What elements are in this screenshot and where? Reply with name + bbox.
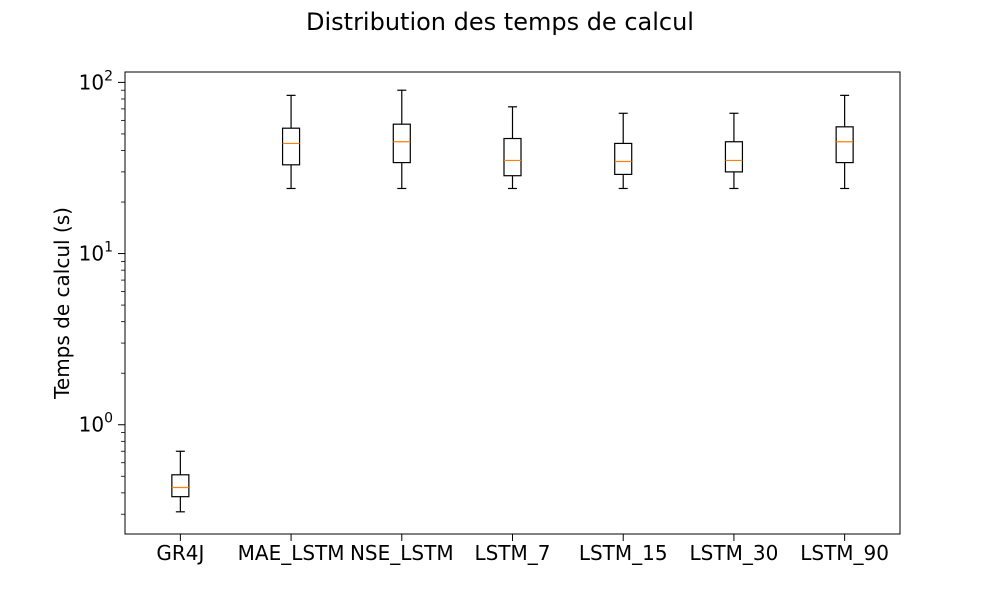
x-tick-label: NSE_LSTM <box>350 541 454 565</box>
box <box>835 126 854 164</box>
y-tick-label: 101 <box>79 240 113 266</box>
chart-marks: 100 101 102 GR4J MAE_LSTM NSE_LSTM LSTM_7 LSTM_… <box>79 68 889 565</box>
x-tick-label: LSTM_30 <box>690 541 779 565</box>
box <box>281 127 301 166</box>
box <box>614 142 633 176</box>
x-tick-label: GR4J <box>156 541 204 565</box>
x-tick-label: LSTM_15 <box>579 541 668 565</box>
x-tick-label: LSTM_7 <box>474 541 550 565</box>
y-axis-label: Temps de calcul (s) <box>50 207 74 400</box>
box <box>392 123 411 164</box>
y-tick-label: 102 <box>79 68 113 94</box>
x-tick-label: LSTM_90 <box>800 541 889 565</box>
plot-area <box>124 71 901 535</box>
box <box>503 137 522 177</box>
box <box>171 474 190 498</box>
chart-title: Distribution des temps de calcul <box>306 8 694 36</box>
box <box>724 141 744 173</box>
y-tick-label: 100 <box>79 411 113 437</box>
x-tick-label: MAE_LSTM <box>238 541 345 565</box>
